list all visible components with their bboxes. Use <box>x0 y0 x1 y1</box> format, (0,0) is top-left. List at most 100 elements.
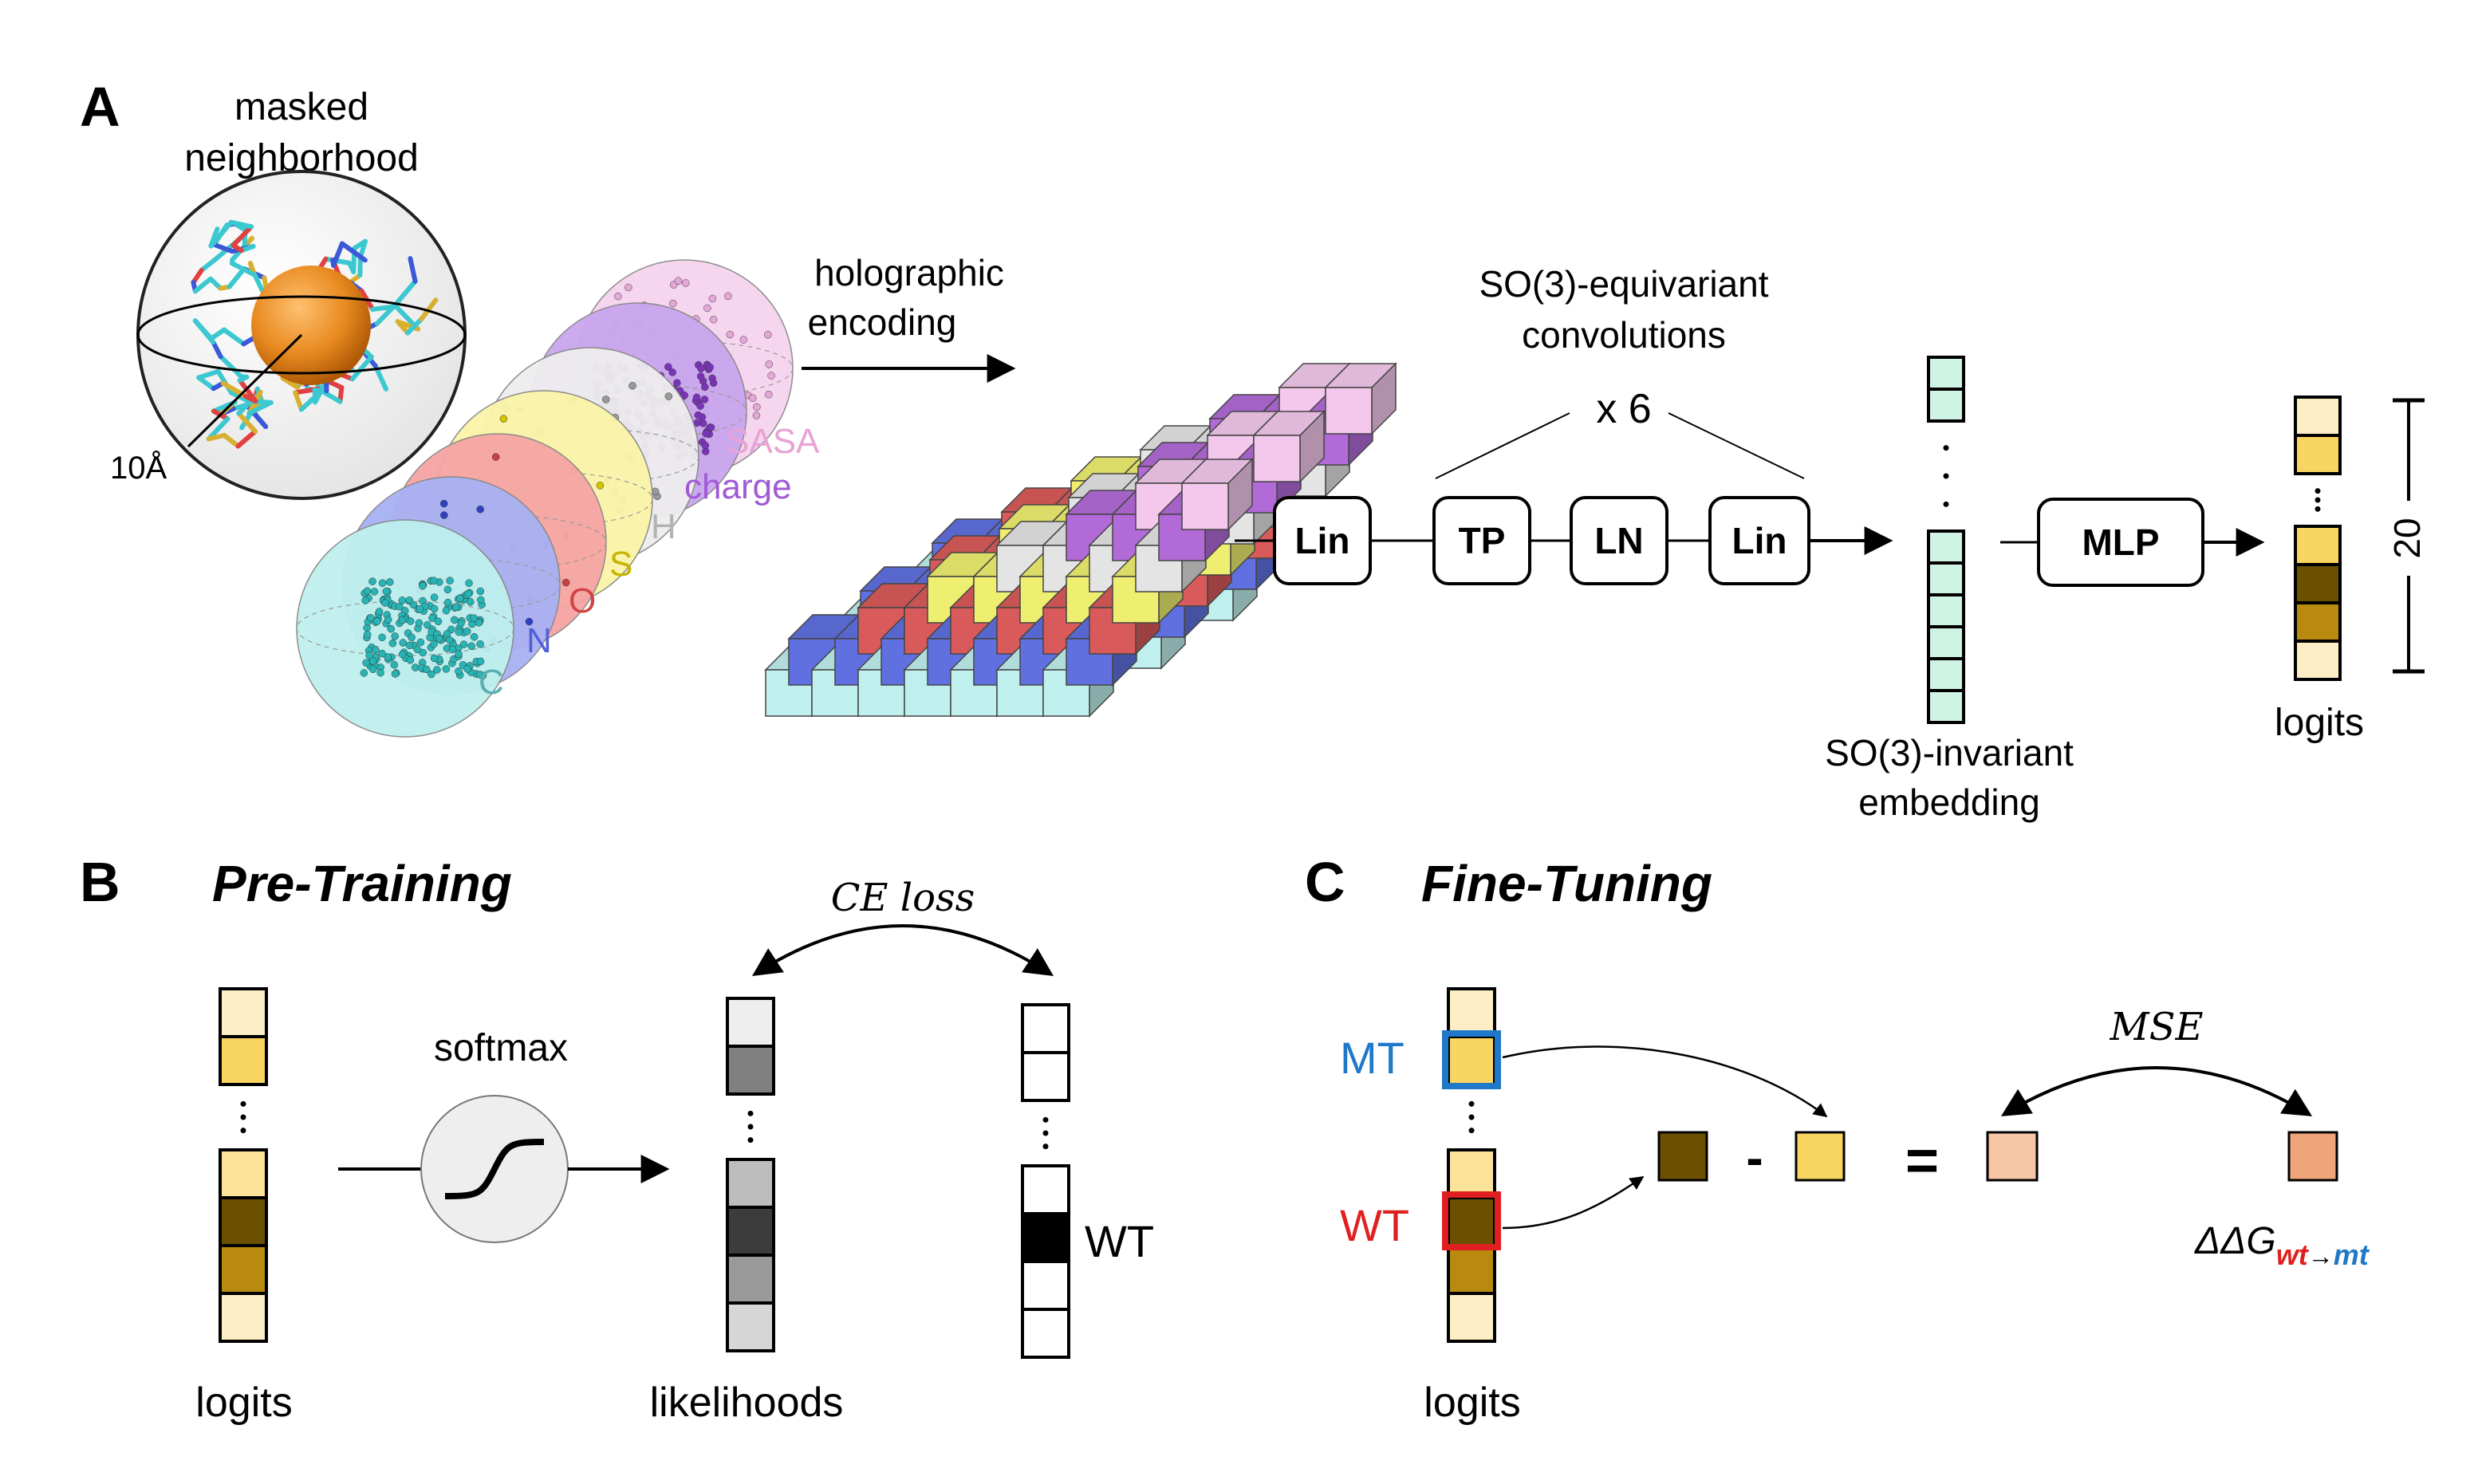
minus-sign: - <box>1746 1129 1763 1187</box>
pretraining-title: Pre-Training <box>212 855 512 912</box>
embedding-label-line1: SO(3)-invariant <box>1825 732 2074 773</box>
atom-point <box>753 412 760 419</box>
ellipsis-dot <box>2315 506 2321 512</box>
atom-point <box>707 423 715 431</box>
atom-point <box>443 607 450 614</box>
atom-point <box>698 365 705 372</box>
atom-point <box>724 293 731 300</box>
atom-point <box>749 395 756 402</box>
ddg-label: ΔΔGwt→mt <box>2194 1220 2370 1271</box>
channel-label-n: N <box>526 621 552 660</box>
atom-point <box>392 671 399 678</box>
repeat-bracket-right <box>1668 413 1804 478</box>
atom-point <box>379 650 386 657</box>
atom-point <box>371 588 378 595</box>
atom-point <box>435 618 442 625</box>
vector-cell <box>1928 627 1964 659</box>
vector-cell <box>220 989 266 1037</box>
atom-point <box>363 659 370 667</box>
onehot-wt-vector <box>1022 1005 1069 1357</box>
atom-point <box>444 599 451 606</box>
vector-cell <box>1928 691 1964 722</box>
vector-cell <box>1448 989 1495 1037</box>
atom-point <box>416 620 423 627</box>
ellipsis-dot <box>1043 1144 1049 1149</box>
atom-point <box>463 665 471 672</box>
atom-point <box>707 364 714 371</box>
holographic-label-line1: holographic <box>814 252 1004 293</box>
vector-cell <box>2295 435 2340 474</box>
atom-point <box>407 656 414 663</box>
atom-point <box>440 512 447 519</box>
atom-point <box>369 666 376 673</box>
block-lin-2-label: Lin <box>1732 520 1787 561</box>
atom-point <box>444 586 451 593</box>
atom-point <box>457 620 464 627</box>
ce-loss-arrow <box>754 926 1051 974</box>
atom-point <box>710 380 717 387</box>
wt-label-b: WT <box>1085 1216 1154 1266</box>
vector-cell <box>1448 1198 1495 1246</box>
vector-cell <box>220 1037 266 1084</box>
atom-point <box>455 628 463 636</box>
block-lin-1: Lin <box>1274 498 1370 584</box>
logits-label-a: logits <box>2275 702 2364 744</box>
ddg-arrow: → <box>2308 1242 2334 1270</box>
atom-point <box>703 305 711 312</box>
atom-point <box>364 588 371 595</box>
vector-cell <box>727 1207 774 1255</box>
atom-point <box>457 595 464 602</box>
vector-cell <box>1022 1053 1069 1100</box>
atom-point <box>624 284 632 291</box>
logits-vector-a <box>2295 397 2340 679</box>
ellipsis-dot <box>1944 502 1949 507</box>
atom-point <box>477 640 484 648</box>
atom-point <box>614 293 621 300</box>
panel-c-letter: C <box>1305 851 1345 913</box>
invariant-embedding-vector <box>1928 357 1964 722</box>
atom-point <box>602 396 609 403</box>
atom-point <box>423 666 430 673</box>
atom-point <box>471 633 478 640</box>
vector-cell <box>1448 1150 1495 1198</box>
wt-to-diff-arrow <box>1503 1177 1643 1228</box>
atom-point <box>431 605 438 612</box>
ce-loss-label: CE loss <box>831 876 975 920</box>
atom-point <box>364 631 371 638</box>
atom-point <box>414 646 421 653</box>
voxel-front <box>1326 388 1372 434</box>
mt-logit-square <box>1796 1132 1844 1180</box>
block-lin-2: Lin <box>1710 498 1809 584</box>
atom-point <box>399 596 406 604</box>
vector-cell <box>727 998 774 1046</box>
channel-label-s: S <box>609 545 632 584</box>
atom-point <box>416 605 424 612</box>
predicted-ddg-square <box>1988 1132 2037 1180</box>
embedding-label-line2: embedding <box>1858 781 2040 823</box>
channel-label-h: H <box>651 507 676 546</box>
atom-point <box>466 580 473 587</box>
atom-point <box>465 590 472 597</box>
softmax-label: softmax <box>434 1027 568 1069</box>
ellipsis-dot <box>1043 1117 1049 1123</box>
mt-label: MT <box>1340 1033 1404 1083</box>
vector-cell <box>727 1303 774 1351</box>
atom-point <box>665 393 672 400</box>
atom-point <box>709 295 716 302</box>
atom-point <box>391 661 398 668</box>
atom-point <box>373 618 380 625</box>
atom-point <box>368 578 376 585</box>
atom-point <box>399 651 406 658</box>
atom-point <box>753 403 760 411</box>
logits-vector-b <box>220 989 266 1341</box>
atom-point <box>765 391 772 398</box>
vector-cell <box>1022 1214 1069 1262</box>
finetuning-title: Fine-Tuning <box>1421 855 1712 912</box>
atom-point <box>703 430 710 437</box>
atom-point <box>628 382 636 389</box>
ellipsis-dot <box>241 1115 246 1120</box>
logits-vector-c <box>1445 989 1498 1341</box>
atom-point <box>362 597 369 604</box>
ellipsis-dot <box>241 1128 246 1133</box>
